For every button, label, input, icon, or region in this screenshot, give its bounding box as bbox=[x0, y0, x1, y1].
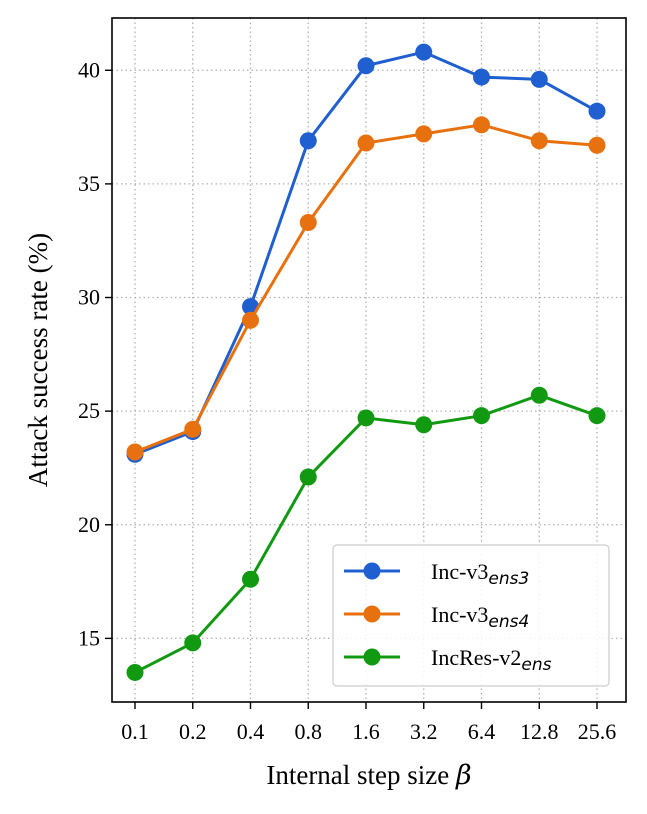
data-point bbox=[415, 125, 433, 143]
legend-label: Inc-v3ens4 bbox=[431, 602, 529, 632]
legend-entry-ens: IncRes-v2ens bbox=[344, 645, 552, 675]
data-point bbox=[415, 43, 433, 61]
x-tick-label: 1.6 bbox=[352, 719, 380, 744]
data-point bbox=[473, 116, 490, 134]
legend-box bbox=[332, 544, 610, 687]
x-tick-label: 0.2 bbox=[179, 719, 207, 744]
axis-ticks: 0.1 0.2 0.4 0.8 1.6 3.2 6.4 12.8 25.6 15 20 25 30 35 4… bbox=[78, 57, 616, 744]
plot-frame bbox=[111, 17, 627, 703]
y-tick-label: 30 bbox=[78, 285, 100, 310]
data-point bbox=[242, 311, 259, 329]
x-tick-label: 3.2 bbox=[410, 719, 438, 744]
data-point bbox=[299, 468, 317, 486]
x-tick-label: 0.4 bbox=[237, 719, 265, 744]
y-tick-label: 35 bbox=[78, 171, 100, 196]
series-layer bbox=[126, 43, 606, 681]
data-point bbox=[126, 443, 144, 461]
data-point bbox=[184, 634, 202, 652]
legend-label-subscript: ens3 bbox=[488, 569, 529, 589]
x-axis-label-text: Internal step size bbox=[266, 760, 456, 790]
x-axis-label: Internal step size β bbox=[266, 760, 471, 791]
beta-symbol: β bbox=[455, 760, 472, 791]
data-point bbox=[530, 386, 548, 404]
y-tick-label: 15 bbox=[78, 625, 100, 650]
y-tick-label: 40 bbox=[78, 57, 100, 82]
series-ens4 bbox=[126, 116, 606, 461]
data-point bbox=[588, 136, 606, 154]
legend-entry-ens4: Inc-v3ens4 bbox=[344, 602, 529, 632]
legend-label-main: Inc-v3 bbox=[431, 602, 488, 627]
data-point bbox=[415, 416, 433, 434]
data-point bbox=[588, 407, 606, 425]
legend-label: Inc-v3ens3 bbox=[431, 559, 529, 589]
legend-label-subscript: ens bbox=[521, 655, 551, 675]
data-point bbox=[473, 68, 490, 86]
x-tick-label: 25.6 bbox=[578, 719, 617, 744]
legend-label-main: IncRes-v2 bbox=[431, 645, 521, 670]
x-tick-label: 0.8 bbox=[295, 719, 323, 744]
legend-entry-ens3: Inc-v3ens3 bbox=[344, 559, 529, 589]
y-axis-label: Attack success rate (%) bbox=[23, 233, 53, 487]
data-point bbox=[299, 214, 317, 232]
legend-label-main: Inc-v3 bbox=[431, 559, 488, 584]
data-point bbox=[126, 663, 144, 681]
data-point bbox=[357, 409, 375, 427]
series-ens bbox=[126, 386, 606, 681]
x-tick-label: 6.4 bbox=[468, 719, 496, 744]
legend-marker bbox=[363, 648, 381, 666]
data-point bbox=[473, 407, 490, 425]
y-tick-label: 20 bbox=[78, 512, 100, 537]
data-point bbox=[242, 570, 259, 588]
legend-marker bbox=[363, 562, 381, 580]
data-point bbox=[588, 102, 606, 120]
data-point bbox=[357, 57, 375, 75]
y-tick-label: 25 bbox=[78, 398, 100, 423]
x-tick-label: 0.1 bbox=[121, 719, 149, 744]
data-point bbox=[299, 132, 317, 150]
legend-marker bbox=[363, 605, 381, 623]
legend-label: IncRes-v2ens bbox=[431, 645, 552, 675]
x-tick-label: 12.8 bbox=[520, 719, 559, 744]
data-point bbox=[357, 134, 375, 152]
data-point bbox=[184, 420, 202, 438]
data-point bbox=[530, 132, 548, 150]
legend-label-subscript: ens4 bbox=[488, 612, 529, 632]
data-point bbox=[530, 70, 548, 88]
